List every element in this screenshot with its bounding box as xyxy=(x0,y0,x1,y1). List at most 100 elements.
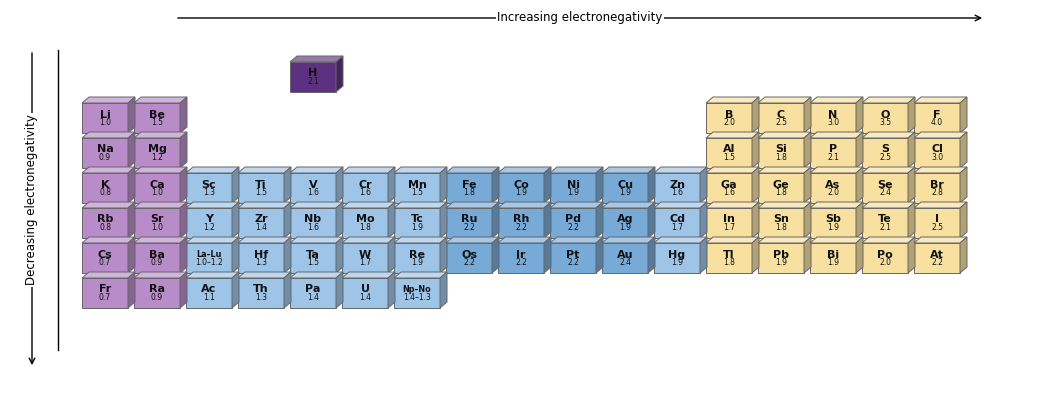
Polygon shape xyxy=(856,167,863,203)
Polygon shape xyxy=(284,167,291,203)
Text: 4.0: 4.0 xyxy=(931,118,943,127)
FancyBboxPatch shape xyxy=(342,243,388,273)
Polygon shape xyxy=(290,202,343,208)
Text: At: At xyxy=(930,250,944,259)
FancyBboxPatch shape xyxy=(706,103,752,133)
Text: 1.0: 1.0 xyxy=(99,118,111,127)
Text: 0.7: 0.7 xyxy=(99,258,111,267)
Text: Sr: Sr xyxy=(150,215,163,225)
Text: Bi: Bi xyxy=(827,250,839,259)
Polygon shape xyxy=(388,202,395,238)
Text: Co: Co xyxy=(513,179,529,189)
FancyBboxPatch shape xyxy=(394,243,440,273)
FancyBboxPatch shape xyxy=(134,208,180,238)
Text: 1.7: 1.7 xyxy=(671,223,683,232)
Text: 2.2: 2.2 xyxy=(515,258,527,267)
Text: 0.9: 0.9 xyxy=(151,258,163,267)
Polygon shape xyxy=(134,272,187,278)
FancyBboxPatch shape xyxy=(810,208,856,238)
Polygon shape xyxy=(128,167,135,203)
Polygon shape xyxy=(238,167,291,173)
Polygon shape xyxy=(706,167,759,173)
Polygon shape xyxy=(550,167,603,173)
Text: Th: Th xyxy=(253,284,268,295)
Text: In: In xyxy=(723,215,735,225)
Text: Cd: Cd xyxy=(669,215,685,225)
Text: Br: Br xyxy=(930,179,944,189)
Polygon shape xyxy=(804,202,811,238)
FancyBboxPatch shape xyxy=(238,278,284,308)
FancyBboxPatch shape xyxy=(862,173,908,203)
Polygon shape xyxy=(648,202,655,238)
FancyBboxPatch shape xyxy=(134,278,180,308)
FancyBboxPatch shape xyxy=(394,278,440,308)
Polygon shape xyxy=(82,167,135,173)
Polygon shape xyxy=(492,167,499,203)
Text: N: N xyxy=(829,109,837,120)
Polygon shape xyxy=(752,132,759,168)
Polygon shape xyxy=(908,97,915,133)
Polygon shape xyxy=(960,237,967,273)
FancyBboxPatch shape xyxy=(758,138,804,168)
Text: Y: Y xyxy=(205,215,213,225)
Text: 1.6: 1.6 xyxy=(723,188,735,197)
Polygon shape xyxy=(336,56,343,92)
FancyBboxPatch shape xyxy=(290,243,336,273)
Text: 0.9: 0.9 xyxy=(151,293,163,302)
Text: Decreasing electronegativity: Decreasing electronegativity xyxy=(26,115,38,286)
Text: 2.2: 2.2 xyxy=(567,258,579,267)
Text: 1.6: 1.6 xyxy=(307,188,319,197)
Polygon shape xyxy=(446,202,499,208)
Text: Tl: Tl xyxy=(723,250,734,259)
Text: Os: Os xyxy=(461,250,477,259)
Polygon shape xyxy=(284,272,291,308)
Polygon shape xyxy=(180,272,187,308)
Text: V: V xyxy=(309,179,317,189)
Polygon shape xyxy=(810,202,863,208)
FancyBboxPatch shape xyxy=(862,243,908,273)
Polygon shape xyxy=(134,202,187,208)
Text: I: I xyxy=(935,215,939,225)
Text: 1.9: 1.9 xyxy=(411,223,423,232)
Polygon shape xyxy=(862,237,915,243)
Polygon shape xyxy=(960,132,967,168)
Text: Po: Po xyxy=(877,250,893,259)
FancyBboxPatch shape xyxy=(706,243,752,273)
Polygon shape xyxy=(752,97,759,133)
FancyBboxPatch shape xyxy=(134,103,180,133)
Polygon shape xyxy=(128,132,135,168)
Polygon shape xyxy=(700,237,707,273)
Polygon shape xyxy=(82,237,135,243)
FancyBboxPatch shape xyxy=(914,243,960,273)
Polygon shape xyxy=(128,202,135,238)
FancyBboxPatch shape xyxy=(914,138,960,168)
Polygon shape xyxy=(388,272,395,308)
Text: H: H xyxy=(309,69,317,78)
Text: 1.8: 1.8 xyxy=(359,223,371,232)
Polygon shape xyxy=(758,202,811,208)
Polygon shape xyxy=(440,272,447,308)
Polygon shape xyxy=(128,97,135,133)
Text: Mo: Mo xyxy=(356,215,374,225)
Text: 1.5: 1.5 xyxy=(307,258,319,267)
Polygon shape xyxy=(186,167,239,173)
FancyBboxPatch shape xyxy=(810,173,856,203)
Text: 1.4: 1.4 xyxy=(255,223,267,232)
Text: 1.7: 1.7 xyxy=(723,223,735,232)
FancyBboxPatch shape xyxy=(342,208,388,238)
FancyBboxPatch shape xyxy=(862,208,908,238)
Polygon shape xyxy=(180,97,187,133)
Text: 1.4: 1.4 xyxy=(359,293,371,302)
Text: 1.6: 1.6 xyxy=(359,188,371,197)
Text: Hg: Hg xyxy=(669,250,685,259)
FancyBboxPatch shape xyxy=(914,208,960,238)
Polygon shape xyxy=(180,237,187,273)
Text: S: S xyxy=(881,145,889,154)
Text: 1.9: 1.9 xyxy=(411,258,423,267)
Text: 1.9: 1.9 xyxy=(775,258,787,267)
FancyBboxPatch shape xyxy=(134,138,180,168)
Text: Li: Li xyxy=(100,109,110,120)
Polygon shape xyxy=(284,202,291,238)
FancyBboxPatch shape xyxy=(82,103,128,133)
Text: Au: Au xyxy=(617,250,633,259)
